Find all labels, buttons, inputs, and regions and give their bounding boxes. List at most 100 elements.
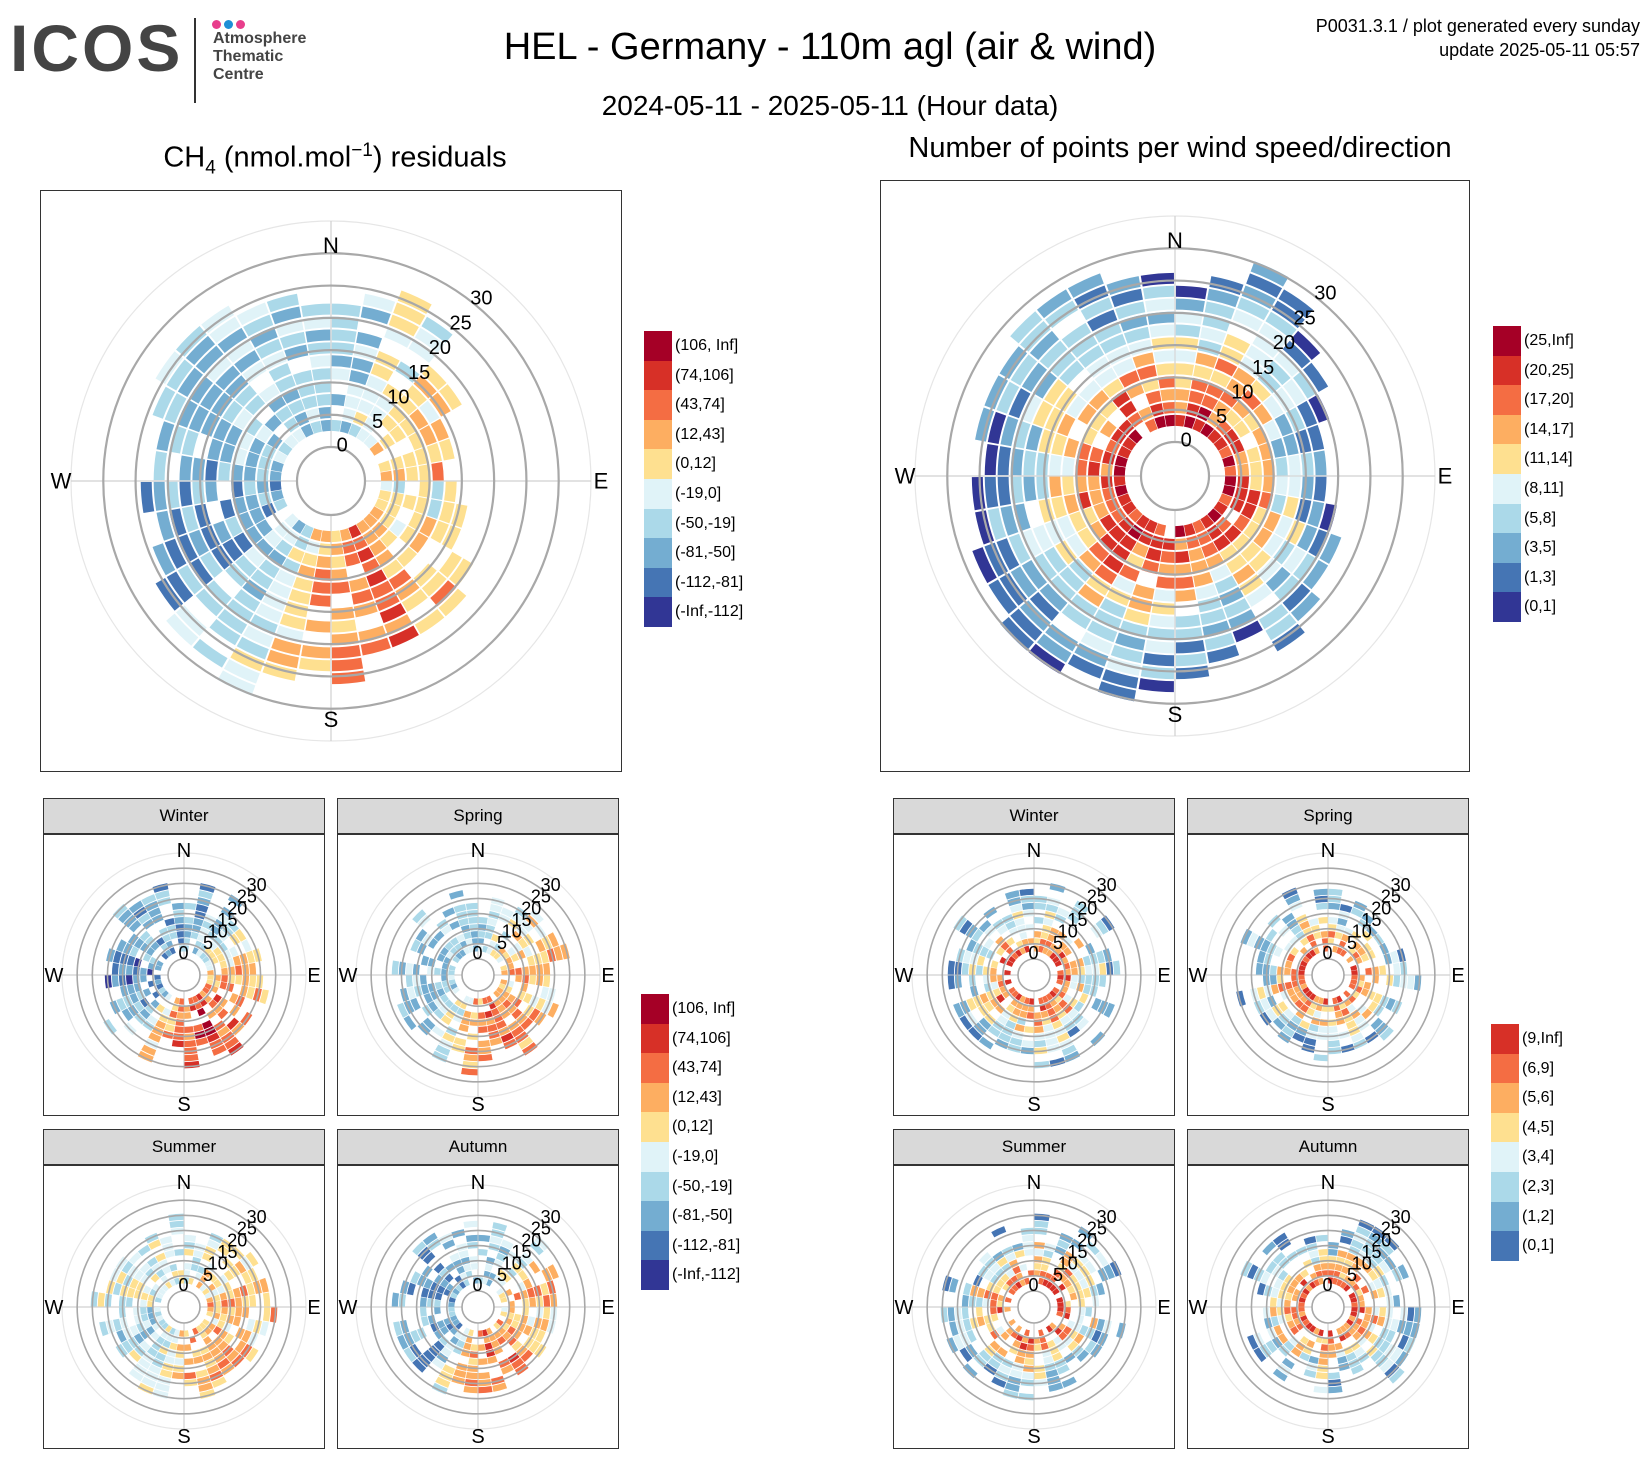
data-cell (1066, 395, 1087, 419)
data-cell (1082, 955, 1092, 966)
radial-tick-label: 0 (1029, 943, 1039, 963)
data-cell (1023, 1277, 1030, 1285)
data-cell (1080, 631, 1113, 655)
data-cell (184, 1344, 192, 1351)
data-cell (1057, 969, 1064, 975)
data-cell (184, 945, 190, 952)
data-cell (520, 919, 534, 933)
data-cell (421, 316, 453, 344)
data-cell (470, 1012, 478, 1019)
data-cell (164, 1355, 175, 1365)
data-cell (500, 1239, 514, 1250)
data-cell (989, 1262, 1001, 1274)
data-cell (218, 997, 228, 1008)
data-cell (305, 329, 331, 343)
data-cell (1361, 1008, 1373, 1020)
data-cell (520, 1349, 534, 1363)
data-cell (440, 924, 452, 936)
data-cell (511, 1357, 525, 1370)
data-cell (421, 365, 447, 391)
data-cell (388, 625, 419, 648)
radial-ring (106, 897, 262, 1053)
radial-tick-label: 20 (1077, 898, 1097, 918)
title-unit: (nmol.mol (215, 141, 352, 174)
data-cell (1300, 1315, 1308, 1322)
data-cell (1045, 1325, 1053, 1333)
data-cell (1354, 1014, 1366, 1026)
data-cell (171, 1372, 184, 1380)
data-cell (1290, 1278, 1299, 1288)
data-cell (1283, 1008, 1295, 1020)
data-cell (1313, 1385, 1328, 1394)
data-cell (1089, 446, 1104, 463)
data-cell (1334, 1010, 1343, 1019)
data-cell (1008, 388, 1031, 419)
plot-meta: P0031.3.1 / plot generated every sunday … (1316, 14, 1640, 62)
radial-tick-label: 15 (217, 910, 237, 930)
legend-swatch (641, 1023, 669, 1054)
data-cell (450, 1315, 458, 1322)
data-cell (436, 1285, 446, 1294)
data-cell (275, 405, 293, 423)
data-cell (961, 962, 969, 975)
data-cell (1318, 917, 1328, 924)
data-cell (203, 1336, 213, 1345)
radial-tick-label: 30 (541, 1207, 561, 1227)
data-cell (363, 293, 396, 313)
data-cell (420, 975, 427, 985)
legend-label: (-19,0] (675, 484, 722, 502)
data-cell (148, 1239, 162, 1250)
data-cell (984, 476, 999, 509)
data-cell (235, 385, 257, 407)
legend-label: (0,12] (672, 1118, 713, 1136)
data-cell (203, 1269, 213, 1278)
radial-tick-label: 25 (237, 887, 257, 907)
data-cell (174, 1249, 184, 1256)
data-cell (523, 1278, 533, 1290)
data-cell (419, 425, 437, 446)
data-cell (154, 1307, 161, 1313)
data-cell (1210, 564, 1231, 582)
data-cell (1294, 999, 1304, 1009)
data-cell (1085, 975, 1092, 985)
radial-ring (461, 958, 495, 992)
data-cell (1307, 501, 1325, 528)
data-cell (1337, 1355, 1348, 1365)
data-cell (218, 461, 231, 481)
data-cell (1309, 949, 1317, 957)
data-cell (244, 417, 263, 437)
data-cell (212, 1003, 223, 1014)
data-cell (1371, 1226, 1388, 1240)
data-cell (1406, 1307, 1415, 1322)
data-cell (255, 425, 273, 443)
data-cell (506, 1335, 517, 1346)
residuals-winter-panel: 0 5 10 15 20 25 30 N S W E (43, 834, 325, 1116)
data-cell (148, 1364, 162, 1375)
radial-tick-label: 10 (208, 922, 228, 942)
data-cell (484, 1342, 493, 1351)
data-cell (436, 1320, 446, 1329)
radial-ring (415, 912, 541, 1038)
data-cell (1077, 1226, 1094, 1240)
legend-swatch (641, 1171, 669, 1202)
radial-ring (1002, 943, 1066, 1007)
logo-separator (194, 18, 196, 103)
data-cell (434, 1292, 443, 1301)
data-cell (1056, 931, 1067, 941)
data-cell (184, 1358, 194, 1365)
data-cell (316, 555, 331, 568)
data-cell (116, 1329, 127, 1343)
data-cell (1384, 1363, 1400, 1379)
data-cell (420, 1316, 430, 1327)
data-cell (1257, 950, 1266, 964)
data-cell (177, 367, 203, 398)
data-cell (996, 1014, 1008, 1026)
data-cell (1040, 1342, 1049, 1351)
data-cell (996, 994, 1005, 1004)
data-cell (999, 346, 1028, 380)
radial-ring (166, 316, 496, 646)
data-cell (1309, 1281, 1317, 1289)
data-cell (221, 1299, 228, 1307)
data-cell (979, 992, 989, 1004)
data-cell (1082, 1287, 1092, 1298)
